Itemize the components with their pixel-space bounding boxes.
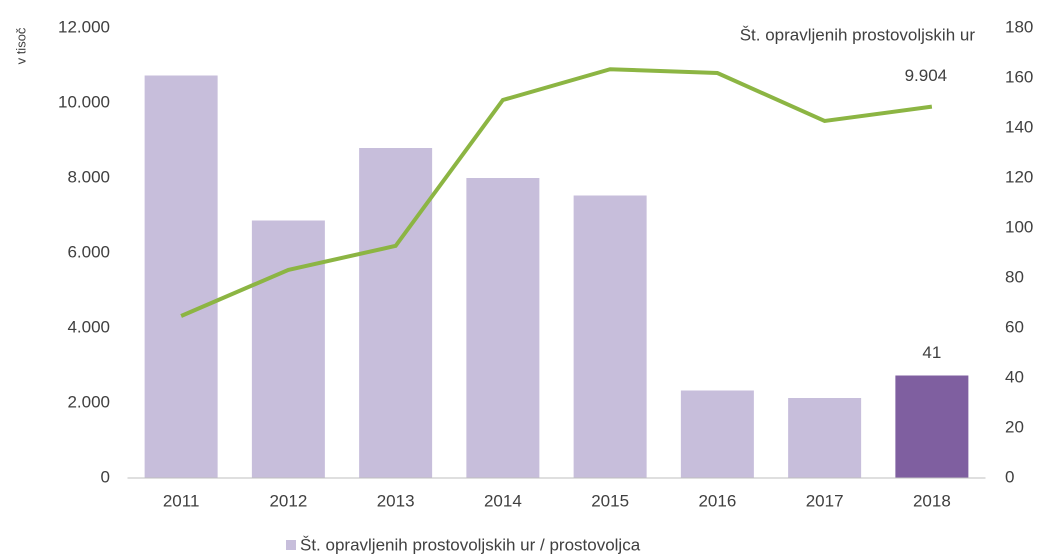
y-tick-label: 8.000: [67, 167, 110, 186]
x-tick-label: 2016: [698, 491, 736, 510]
x-tick-label: 2013: [377, 491, 415, 510]
x-tick-label: 2011: [163, 491, 200, 510]
bar: [680, 390, 754, 478]
y-tick-label: 12.000: [58, 17, 110, 36]
y-tick-label: 0: [101, 467, 110, 486]
bar: [573, 195, 647, 478]
y2-tick-label: 120: [1005, 167, 1033, 186]
x-tick-label: 2017: [806, 491, 844, 510]
bar: [895, 375, 969, 478]
bar: [466, 178, 540, 478]
series-annotation: Št. opravljenih prostovoljskih ur: [740, 25, 976, 44]
legend-swatch: [286, 540, 296, 550]
y2-tick-label: 60: [1005, 317, 1024, 336]
y-tick-label: 2.000: [67, 392, 110, 411]
bar: [788, 398, 862, 478]
y-tick-label: 10.000: [58, 92, 110, 111]
y2-tick-label: 40: [1005, 367, 1024, 386]
x-tick-label: 2015: [591, 491, 629, 510]
y-tick-label: 6.000: [67, 242, 110, 261]
y2-tick-label: 100: [1005, 217, 1033, 236]
legend-label: Št. opravljenih prostovoljskih ur / pros…: [300, 535, 641, 554]
y-tick-label: 4.000: [67, 317, 110, 336]
x-tick-label: 2014: [484, 491, 522, 510]
data-label: 41: [922, 343, 941, 362]
bar: [359, 148, 433, 478]
y2-tick-label: 0: [1005, 467, 1014, 486]
line: [180, 67, 933, 318]
y2-tick-label: 80: [1005, 267, 1024, 286]
y2-tick-label: 180: [1005, 17, 1033, 36]
y2-tick-label: 140: [1005, 117, 1033, 136]
x-tick-label: 2012: [269, 491, 307, 510]
y2-tick-label: 160: [1005, 67, 1033, 86]
y2-tick-label: 20: [1005, 417, 1024, 436]
bar: [251, 220, 325, 478]
data-label: 9.904: [905, 66, 948, 85]
x-tick-label: 2018: [913, 491, 951, 510]
bar: [144, 75, 218, 478]
y-axis-label: v tisoč: [13, 27, 28, 64]
